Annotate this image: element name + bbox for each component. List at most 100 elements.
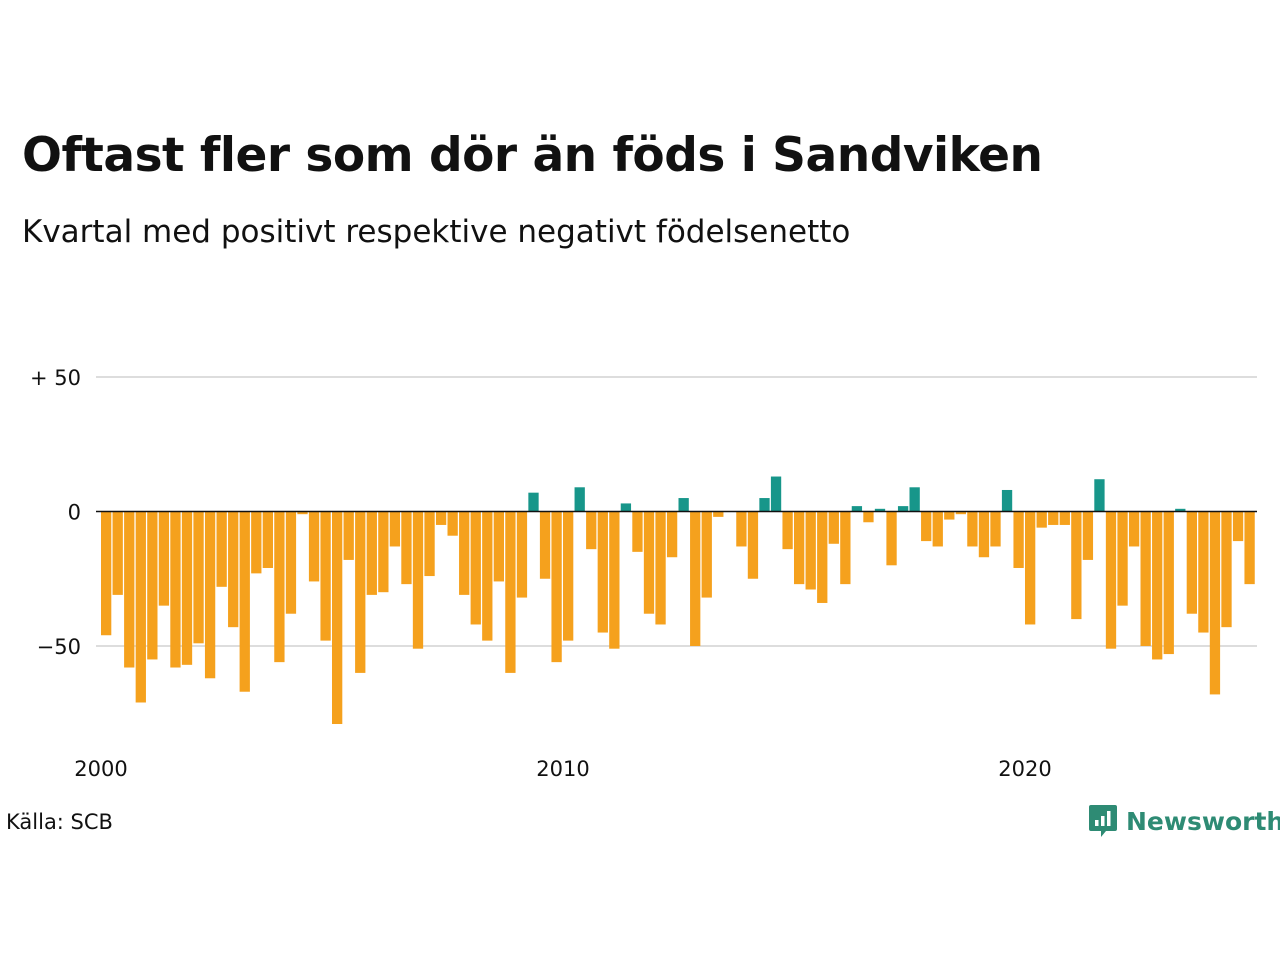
bar xyxy=(435,511,447,525)
x-tick-label: 2020 xyxy=(998,757,1051,781)
bar xyxy=(655,511,666,625)
bar xyxy=(239,511,250,692)
bar xyxy=(262,511,273,568)
bar xyxy=(147,511,158,660)
bar xyxy=(1221,511,1232,628)
bar xyxy=(112,511,123,595)
bar xyxy=(1209,511,1221,695)
bar xyxy=(251,511,262,574)
bar xyxy=(1175,508,1186,512)
bar xyxy=(482,511,493,641)
bar xyxy=(1117,511,1128,606)
bar xyxy=(1048,511,1059,525)
bar xyxy=(228,511,239,628)
bar xyxy=(1025,511,1036,625)
bar xyxy=(701,511,712,598)
bar xyxy=(1094,479,1105,512)
bar xyxy=(551,511,562,663)
bar xyxy=(459,511,470,595)
bar xyxy=(1105,511,1117,649)
bar xyxy=(1186,511,1197,614)
bar xyxy=(528,492,539,512)
brand-name: Newsworthy xyxy=(1126,806,1280,836)
bar xyxy=(978,511,990,558)
bar xyxy=(643,511,655,614)
bar xyxy=(297,511,308,515)
bar xyxy=(782,511,793,550)
newsworthy-logo: Newsworthy xyxy=(1088,803,1280,839)
bar xyxy=(412,511,424,649)
bar xyxy=(493,511,504,582)
bar xyxy=(470,511,481,625)
bar xyxy=(332,511,343,725)
bar xyxy=(285,511,297,614)
bar xyxy=(389,511,401,547)
bar xyxy=(840,511,851,585)
bar xyxy=(586,511,597,550)
x-tick-label: 2000 xyxy=(74,757,127,781)
x-tick-label: 2010 xyxy=(536,757,589,781)
chart-subtitle: Kvartal med positivt respektive negativt… xyxy=(22,214,851,250)
bar xyxy=(447,511,458,536)
bar xyxy=(204,511,216,679)
bar xyxy=(1059,511,1070,525)
chart-title: Oftast fler som dör än föds i Sandviken xyxy=(22,128,1043,183)
bar xyxy=(1198,511,1209,633)
bar xyxy=(736,511,747,547)
y-tick-label: −50 xyxy=(37,635,81,659)
bar xyxy=(666,511,678,558)
bar xyxy=(690,511,701,646)
bar xyxy=(886,511,897,566)
bar xyxy=(158,511,170,606)
bar xyxy=(424,511,435,577)
bar xyxy=(632,511,643,552)
bar xyxy=(355,511,366,673)
bar xyxy=(747,511,759,579)
bar xyxy=(713,511,724,517)
bar xyxy=(563,511,574,641)
bar xyxy=(1082,511,1094,560)
bar xyxy=(1071,511,1082,620)
bar xyxy=(990,511,1001,547)
bar xyxy=(1001,489,1013,512)
bar xyxy=(955,511,966,515)
bar xyxy=(1163,511,1174,655)
bar xyxy=(874,508,886,512)
y-tick-label: + 50 xyxy=(30,366,81,390)
bar xyxy=(932,511,943,547)
bar xyxy=(828,511,839,544)
bar xyxy=(216,511,227,587)
bar xyxy=(770,476,782,512)
bar xyxy=(101,511,112,636)
bar xyxy=(1244,511,1255,585)
bar xyxy=(794,511,805,585)
bar xyxy=(124,511,135,668)
bar xyxy=(308,511,320,582)
bar xyxy=(863,511,874,523)
bar xyxy=(678,498,689,512)
bar xyxy=(366,511,377,595)
bar xyxy=(1013,511,1024,568)
bar xyxy=(343,511,354,560)
bar xyxy=(851,506,863,512)
bar xyxy=(1232,511,1244,542)
bar xyxy=(181,511,193,665)
bar xyxy=(320,511,331,641)
bar xyxy=(193,511,204,644)
bar xyxy=(274,511,285,663)
bar xyxy=(817,511,828,603)
bar xyxy=(759,498,770,512)
bar xyxy=(401,511,412,585)
bar xyxy=(597,511,608,633)
bar xyxy=(170,511,181,668)
bar xyxy=(1140,511,1151,646)
bar xyxy=(1036,511,1047,528)
bar xyxy=(609,511,620,649)
bar xyxy=(909,487,920,512)
bar xyxy=(574,487,585,512)
bar xyxy=(921,511,932,542)
bar xyxy=(516,511,528,598)
bar xyxy=(944,511,955,520)
bar xyxy=(620,503,632,512)
